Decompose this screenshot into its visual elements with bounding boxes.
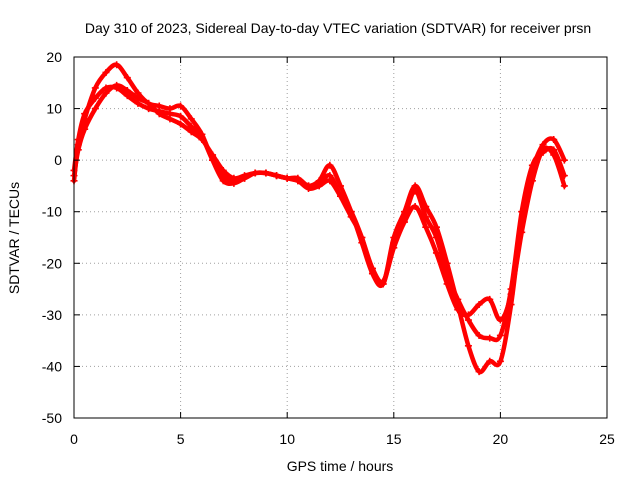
data-point — [74, 136, 82, 144]
y-tick-label: 10 — [46, 101, 62, 117]
y-tick-label: -30 — [42, 307, 62, 323]
data-point — [113, 84, 121, 92]
data-point — [432, 223, 440, 231]
y-axis-label: SDTVAR / TECUs — [6, 182, 22, 294]
data-point — [91, 105, 99, 113]
data-point — [209, 156, 217, 164]
x-tick-label: 25 — [599, 431, 615, 447]
data-point — [326, 161, 334, 169]
data-point — [464, 342, 472, 350]
x-tick-label: 0 — [70, 431, 78, 447]
chart-title: Day 310 of 2023, Sidereal Day-to-day VTE… — [85, 20, 591, 36]
data-point — [358, 234, 366, 241]
data-point — [422, 223, 430, 231]
data-point — [432, 234, 440, 241]
data-point — [486, 334, 494, 342]
data-point — [145, 105, 153, 113]
series-track-2 — [70, 81, 568, 324]
data-point — [326, 172, 334, 180]
data-point — [187, 123, 195, 131]
grid — [74, 57, 607, 418]
x-tick-label: 10 — [279, 431, 295, 447]
data-point — [102, 68, 110, 76]
x-tick-label: 5 — [177, 431, 185, 447]
data-point — [294, 174, 302, 182]
series-trace — [71, 62, 567, 375]
data-point — [475, 331, 483, 339]
data-point — [411, 187, 419, 195]
data-point — [475, 368, 483, 376]
data-point — [560, 156, 568, 164]
y-tick-label: 0 — [54, 152, 62, 168]
data-point — [91, 84, 99, 92]
plot-area — [70, 61, 568, 376]
data-point — [411, 203, 419, 211]
data-point — [390, 239, 398, 247]
data-point — [528, 161, 536, 169]
x-tick-label: 20 — [493, 431, 509, 447]
data-point — [305, 182, 313, 190]
y-tick-label: 20 — [46, 49, 62, 65]
data-point — [454, 306, 462, 314]
y-tick-label: -40 — [42, 358, 62, 374]
data-point — [368, 270, 376, 278]
data-point — [177, 120, 185, 128]
data-point — [230, 177, 238, 185]
data-point — [432, 249, 440, 257]
data-point — [422, 213, 430, 221]
data-point — [347, 213, 355, 221]
data-point — [400, 213, 408, 221]
data-point — [454, 295, 462, 303]
data-point — [123, 92, 131, 100]
data-point — [464, 316, 472, 324]
data-point — [187, 115, 195, 123]
data-point — [379, 280, 387, 288]
plot-frame — [73, 56, 608, 419]
data-point — [177, 112, 185, 120]
data-point — [550, 146, 558, 154]
data-point — [539, 148, 547, 156]
data-point — [315, 179, 323, 187]
data-point — [496, 331, 504, 339]
x-tick-label: 15 — [386, 431, 402, 447]
data-point — [81, 110, 89, 118]
data-point — [134, 99, 142, 107]
y-tick-label: -50 — [42, 410, 62, 426]
data-point — [91, 94, 99, 102]
data-point — [486, 295, 494, 303]
data-point — [283, 174, 291, 182]
data-point — [166, 110, 174, 118]
data-point — [550, 136, 558, 144]
data-point — [177, 102, 185, 110]
y-tick-label: -10 — [42, 204, 62, 220]
data-point — [518, 208, 526, 216]
data-point — [337, 192, 344, 200]
series-track-3 — [70, 84, 568, 343]
data-point — [219, 172, 227, 180]
data-point — [155, 107, 163, 115]
data-point — [241, 174, 249, 182]
axis-ticks: 0 5 10 15 20 25 -50 -40 -30 -20 -10 0 10 20 — [42, 49, 615, 447]
data-point — [560, 182, 568, 190]
data-point — [560, 172, 568, 180]
data-point — [486, 357, 494, 365]
data-point — [262, 169, 270, 177]
data-point — [251, 169, 259, 177]
data-point — [496, 357, 504, 365]
data-point — [273, 172, 281, 180]
series-trace — [71, 83, 567, 323]
data-point — [198, 133, 206, 141]
data-point — [102, 84, 110, 92]
data-point — [443, 270, 451, 278]
data-point — [475, 301, 483, 309]
data-point — [123, 74, 131, 82]
x-axis-label: GPS time / hours — [287, 458, 394, 474]
y-tick-label: -20 — [42, 255, 62, 271]
data-point — [113, 61, 121, 69]
data-point — [507, 285, 515, 293]
